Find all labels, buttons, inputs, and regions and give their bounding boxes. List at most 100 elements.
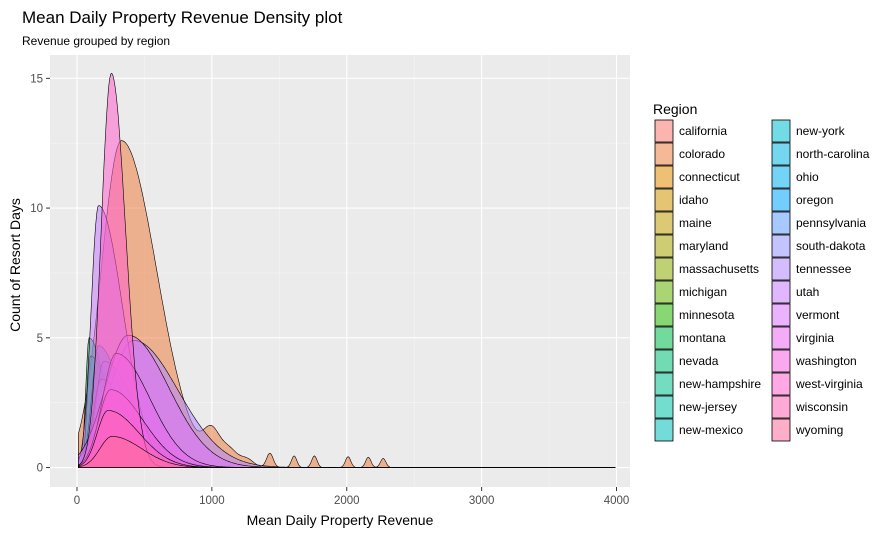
legend-label: connecticut (679, 170, 740, 184)
legend-label: utah (796, 285, 819, 299)
legend-key (771, 165, 791, 189)
legend-item-ohio: ohio (771, 165, 819, 189)
legend-label: new-hampshire (679, 377, 761, 391)
legend-label: idaho (679, 193, 709, 207)
legend-label: pennsylvania (796, 216, 866, 230)
legend-key (771, 280, 791, 304)
x-axis: 0 1000 2000 3000 4000 (74, 487, 630, 507)
legend-key (771, 418, 791, 442)
x-tick-label: 1000 (199, 495, 225, 507)
legend-key (654, 234, 674, 258)
legend: california colorado connecticut idaho maine m… (654, 119, 870, 442)
legend-key (771, 326, 791, 350)
legend-label: nevada (679, 354, 719, 368)
x-tick-label: 2000 (334, 495, 360, 507)
x-tick-label: 3000 (469, 495, 495, 507)
y-axis: 0 5 10 15 (30, 73, 50, 475)
legend-key (654, 326, 674, 350)
legend-key (654, 303, 674, 327)
legend-key (771, 257, 791, 281)
legend-label: wyoming (795, 423, 843, 437)
legend-key (771, 142, 791, 166)
legend-item-washington: washington (771, 349, 857, 373)
chart-subtitle: Revenue grouped by region (22, 34, 170, 48)
legend-item-new-jersey: new-jersey (654, 395, 737, 419)
legend-item-montana: montana (654, 326, 726, 350)
legend-label: south-dakota (796, 239, 866, 253)
x-tick-label: 4000 (604, 495, 630, 507)
y-tick-label: 0 (37, 463, 43, 475)
legend-item-pennsylvania: pennsylvania (771, 211, 866, 235)
legend-label: virginia (796, 331, 834, 345)
legend-key (771, 303, 791, 327)
legend-label: minnesota (679, 308, 735, 322)
legend-item-utah: utah (771, 280, 819, 304)
legend-key (771, 372, 791, 396)
legend-item-west-virginia: west-virginia (771, 372, 863, 396)
y-axis-title: Count of Resort Days (7, 198, 23, 332)
legend-label: oregon (796, 193, 833, 207)
legend-label: massachusetts (679, 262, 759, 276)
legend-label: colorado (679, 147, 725, 161)
legend-key (654, 188, 674, 212)
density-area-wyoming (78, 436, 616, 468)
legend-label: new-york (796, 124, 846, 138)
y-tick-label: 15 (30, 73, 43, 85)
legend-item-wyoming: wyoming (771, 418, 843, 442)
gridlines (50, 55, 630, 487)
legend-item-south-dakota: south-dakota (771, 234, 866, 258)
y-tick-label: 5 (37, 333, 43, 345)
legend-label: ohio (796, 170, 819, 184)
legend-label: michigan (679, 285, 727, 299)
legend-label: montana (679, 331, 726, 345)
legend-item-nevada: nevada (654, 349, 719, 373)
legend-item-massachusetts: massachusetts (654, 257, 759, 281)
legend-key (771, 234, 791, 258)
density-areas (78, 72, 616, 468)
legend-key (654, 395, 674, 419)
legend-item-connecticut: connecticut (654, 165, 740, 189)
legend-item-north-carolina: north-carolina (771, 142, 870, 166)
legend-item-minnesota: minnesota (654, 303, 735, 327)
legend-label: vermont (796, 308, 840, 322)
legend-label: tennessee (796, 262, 852, 276)
legend-key (654, 418, 674, 442)
legend-key (654, 349, 674, 373)
legend-key (654, 211, 674, 235)
legend-key (771, 188, 791, 212)
legend-label: new-jersey (679, 400, 737, 414)
legend-key (771, 211, 791, 235)
legend-key (654, 165, 674, 189)
legend-item-vermont: vermont (771, 303, 840, 327)
legend-label: west-virginia (795, 377, 863, 391)
legend-label: california (679, 124, 727, 138)
x-axis-title: Mean Daily Property Revenue (247, 512, 434, 528)
legend-label: wisconsin (795, 400, 848, 414)
legend-title: Region (653, 101, 697, 117)
legend-item-maryland: maryland (654, 234, 728, 258)
legend-item-michigan: michigan (654, 280, 727, 304)
legend-key (654, 372, 674, 396)
legend-item-new-york: new-york (771, 119, 846, 143)
x-tick-label: 0 (74, 495, 80, 507)
chart-title: Mean Daily Property Revenue Density plot (22, 8, 343, 27)
legend-label: north-carolina (796, 147, 870, 161)
legend-label: maine (679, 216, 712, 230)
legend-item-wisconsin: wisconsin (771, 395, 848, 419)
legend-label: washington (795, 354, 857, 368)
legend-item-tennessee: tennessee (771, 257, 852, 281)
legend-item-idaho: idaho (654, 188, 709, 212)
legend-key (654, 119, 674, 143)
legend-key (654, 257, 674, 281)
legend-item-oregon: oregon (771, 188, 833, 212)
y-tick-label: 10 (30, 203, 43, 215)
legend-key (654, 280, 674, 304)
legend-key (771, 119, 791, 143)
legend-item-maine: maine (654, 211, 712, 235)
legend-label: maryland (679, 239, 728, 253)
legend-key (771, 349, 791, 373)
legend-key (771, 395, 791, 419)
legend-label: new-mexico (679, 423, 743, 437)
legend-item-colorado: colorado (654, 142, 725, 166)
